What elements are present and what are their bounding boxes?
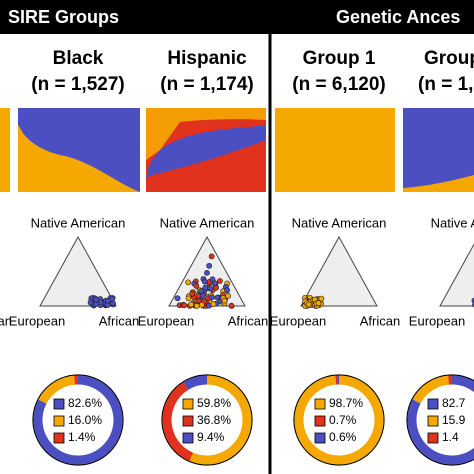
- ternary-dot: [185, 279, 192, 286]
- ternary-dot: [207, 285, 214, 292]
- header-right: Genetic Ances: [336, 7, 460, 27]
- ternary-label: European: [270, 313, 326, 328]
- donut-segment: [33, 375, 123, 465]
- ternary-dot: [198, 301, 205, 308]
- ternary-dot: [181, 302, 188, 309]
- donut-segment: [407, 375, 474, 465]
- structure-plot: [146, 108, 266, 192]
- ternary-label: African: [228, 313, 268, 328]
- ternary-dot: [193, 283, 200, 289]
- ternary-label: African: [99, 313, 139, 328]
- legend-value: 15.9: [442, 413, 466, 427]
- legend-swatch: [427, 398, 439, 410]
- group-n: (n = 1,174): [160, 74, 253, 95]
- ternary-label: Native American: [292, 215, 387, 230]
- legend-swatch: [182, 415, 194, 427]
- ternary-label: European: [138, 313, 194, 328]
- legend-value: 9.4%: [197, 430, 225, 444]
- donut-segment: [294, 375, 384, 465]
- structure-plot: [403, 108, 474, 192]
- structure-plot: [275, 108, 395, 192]
- ternary-dot: [318, 295, 325, 302]
- group-n: (n = 6,120): [292, 74, 385, 95]
- legend-value: 1.4%: [68, 430, 96, 444]
- legend-swatch: [314, 415, 326, 427]
- header-bar: [0, 0, 474, 34]
- header-left: SIRE Groups: [8, 7, 119, 27]
- ternary-label: European: [9, 313, 65, 328]
- ternary-dot: [194, 303, 200, 309]
- legend-value: 0.6%: [329, 430, 357, 444]
- ternary-dot: [202, 284, 209, 291]
- ternary-dot: [198, 288, 204, 294]
- legend-value: 0.7%: [329, 413, 357, 427]
- ternary-dot: [208, 253, 215, 260]
- ternary-label: Native American: [160, 215, 255, 230]
- ternary-dot: [209, 294, 215, 301]
- legend-swatch: [427, 432, 439, 444]
- legend-value: 1.4: [442, 430, 459, 444]
- ternary-triangle: [439, 243, 474, 307]
- legend-swatch: [53, 415, 65, 427]
- donut-segment: [38, 375, 76, 404]
- ternary-dot: [210, 301, 217, 308]
- ternary-label: Native American: [31, 215, 126, 230]
- donut-segment: [183, 375, 208, 390]
- ternary-dot: [209, 276, 216, 283]
- group-title: Group 1: [303, 48, 376, 69]
- legend-value: 16.0%: [68, 413, 102, 427]
- structure-plot: [0, 108, 10, 192]
- donut-segment: [189, 375, 252, 465]
- ternary-dot: [87, 299, 94, 306]
- ternary-dot: [93, 296, 99, 303]
- legend-swatch: [182, 398, 194, 410]
- legend-value: 82.7: [442, 396, 466, 410]
- ternary-triangle: [39, 235, 117, 307]
- ternary-triangle: [300, 235, 378, 307]
- ternary-dot: [206, 262, 213, 269]
- ternary-dot: [225, 292, 231, 299]
- group-n: (n = 1,5: [418, 74, 474, 95]
- structure-plot: [18, 108, 140, 192]
- ternary-dot: [174, 295, 181, 302]
- ternary-dot: [104, 297, 111, 304]
- legend-value: 98.7%: [329, 396, 363, 410]
- ternary-dot: [228, 302, 235, 309]
- ternary-label: Native American: [431, 215, 474, 230]
- ternary-dot: [204, 269, 210, 276]
- ternary-dot: [213, 284, 219, 291]
- legend-value: 36.8%: [197, 413, 231, 427]
- legend-swatch: [53, 432, 65, 444]
- ternary-label: European: [409, 313, 465, 328]
- ternary-label: African: [360, 313, 400, 328]
- ternary-dot: [305, 301, 312, 308]
- legend-swatch: [53, 398, 65, 410]
- legend-swatch: [314, 432, 326, 444]
- legend-swatch: [314, 398, 326, 410]
- group-title: Group: [424, 48, 474, 69]
- ternary-dot: [221, 297, 228, 304]
- group-n: (n = 1,527): [31, 74, 124, 95]
- donut-segment: [412, 375, 450, 404]
- ternary-dot: [185, 295, 192, 302]
- group-title: Black: [53, 48, 104, 69]
- ternary-label: an: [0, 313, 12, 328]
- ternary-dot: [189, 290, 196, 297]
- legend-swatch: [427, 415, 439, 427]
- ternary-dot: [224, 287, 231, 294]
- donut-segment: [162, 382, 194, 461]
- legend-value: 82.6%: [68, 396, 102, 410]
- ternary-dot: [188, 301, 195, 308]
- ternary-dot: [217, 278, 223, 284]
- legend-value: 59.8%: [197, 396, 231, 410]
- ternary-dot: [315, 300, 322, 307]
- legend-swatch: [182, 432, 194, 444]
- group-title: Hispanic: [167, 48, 247, 69]
